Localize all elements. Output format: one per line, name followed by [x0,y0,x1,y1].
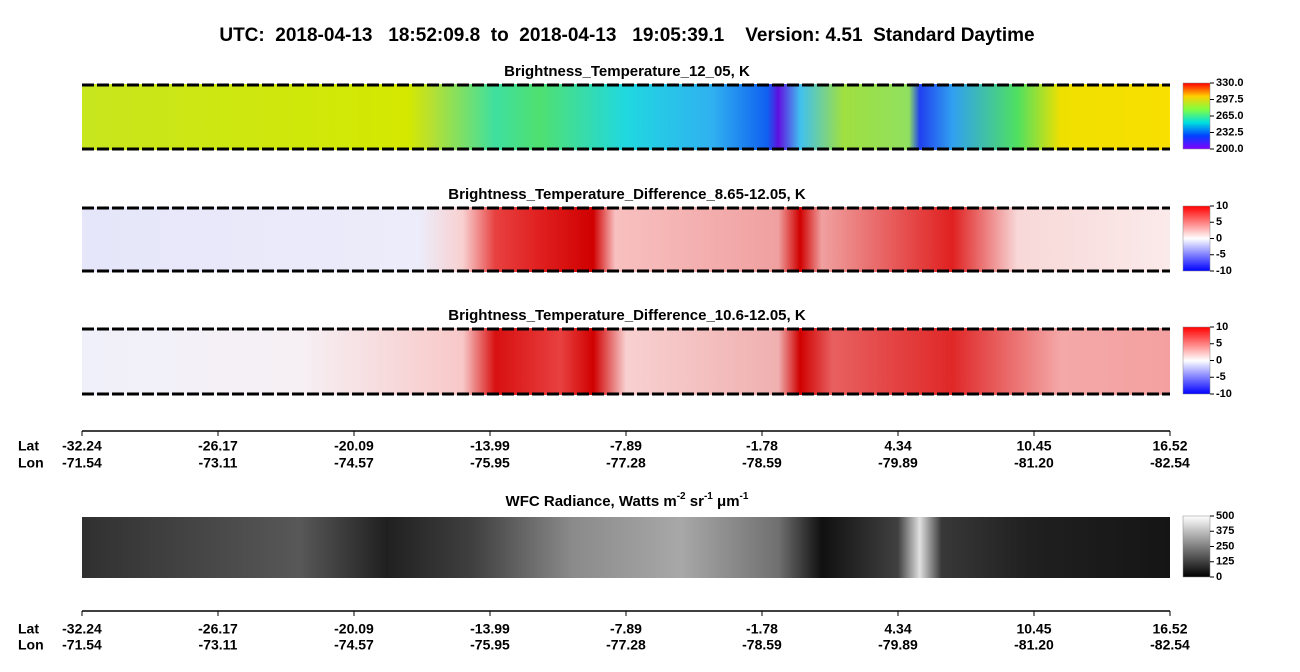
colorbar [1182,205,1211,272]
lat-label: 4.34 [884,438,911,454]
lon-label: -79.89 [878,637,918,653]
colorbar-tick-label: 375 [1216,525,1234,537]
lon-label: -78.59 [742,455,782,471]
lon-label: -77.28 [606,637,646,653]
lon-label: -77.28 [606,455,646,471]
colorbar-tick-label: 0 [1216,571,1222,583]
lon-label: -73.11 [199,637,238,653]
lat-label: -1.78 [746,621,778,637]
panel-title: Brightness_Temperature_Difference_8.65-1… [448,186,806,203]
lat-label: -13.99 [470,621,510,637]
colorbar [1182,326,1211,395]
panel-title: Brightness_Temperature_Difference_10.6-1… [448,307,806,324]
lat-label: -20.09 [334,438,374,454]
colorbar-tick-label: 265.0 [1216,110,1244,122]
panel-title: Brightness_Temperature_12_05, K [504,63,750,80]
panel-title: WFC Radiance, Watts m-2 sr-1 μm-1 [506,491,749,510]
colorbar-tick-label: 500 [1216,510,1234,522]
lon-label: -71.54 [62,637,102,653]
lon-label: -79.89 [878,455,918,471]
lon-label: -74.57 [334,455,374,471]
axis-label: Lat [18,621,39,637]
colorbar-tick-label: -5 [1216,371,1226,383]
colorbar-tick-label: 5 [1216,216,1222,228]
title-superscript: -1 [704,491,713,502]
title-superscript: -2 [677,491,686,502]
lon-label: -71.54 [62,455,102,471]
panel-image [82,328,1170,395]
colorbar-tick-label: 10 [1216,321,1228,333]
lon-label: -73.11 [199,455,238,471]
lat-label: -7.89 [610,438,642,454]
colorbar-tick-label: 297.5 [1216,93,1244,105]
lat-label: 16.52 [1152,438,1187,454]
colorbar [1182,515,1211,578]
lat-label: -32.24 [62,438,102,454]
axis-label: Lon [18,637,44,653]
title-segment: μm [713,493,740,510]
panel-image [82,207,1170,272]
colorbar-tick-label: 330.0 [1216,77,1244,89]
axis-label: Lon [18,455,44,471]
colorbar-tick-label: -10 [1216,388,1232,400]
colorbar-tick-label: -10 [1216,265,1232,277]
lat-label: -32.24 [62,621,102,637]
lon-label: -82.54 [1150,637,1190,653]
lat-label: -13.99 [470,438,510,454]
lon-label: -81.20 [1014,455,1054,471]
colorbar-tick-label: 0 [1216,232,1222,244]
colorbar-tick-label: 232.5 [1216,126,1244,138]
colorbar-tick-label: 250 [1216,540,1234,552]
colorbar-tick-label: 125 [1216,556,1234,568]
lat-label: 16.52 [1152,621,1187,637]
colorbar [1182,82,1211,150]
lat-label: 10.45 [1016,438,1051,454]
title-superscript: -1 [740,491,749,502]
colorbar-tick-label: 5 [1216,338,1222,350]
lat-label: 4.34 [884,621,911,637]
lat-label: -26.17 [198,621,238,637]
axis-label: Lat [18,438,39,454]
lat-label: 10.45 [1016,621,1051,637]
lat-label: -20.09 [334,621,374,637]
lon-label: -75.95 [470,637,510,653]
colorbar-tick-label: 0 [1216,354,1222,366]
figure-title: UTC: 2018-04-13 18:52:09.8 to 2018-04-13… [219,25,1034,46]
lon-label: -78.59 [742,637,782,653]
lon-label: -74.57 [334,637,374,653]
title-segment: Brightness_Temperature_Difference_10.6-1… [448,307,806,324]
lon-label: -81.20 [1014,637,1054,653]
title-segment: Brightness_Temperature_12_05, K [504,63,750,80]
lat-label: -1.78 [746,438,778,454]
colorbar-tick-label: 10 [1216,200,1228,212]
title-segment: sr [686,493,705,510]
lon-label: -82.54 [1150,455,1190,471]
panel-image [82,84,1170,150]
title-segment: Brightness_Temperature_Difference_8.65-1… [448,186,806,203]
colorbar-tick-label: -5 [1216,249,1226,261]
colorbar-tick-label: 200.0 [1216,143,1244,155]
title-segment: WFC Radiance, Watts m [506,493,677,510]
lon-label: -75.95 [470,455,510,471]
lat-label: -26.17 [198,438,238,454]
panel-image [82,517,1170,578]
lat-label: -7.89 [610,621,642,637]
